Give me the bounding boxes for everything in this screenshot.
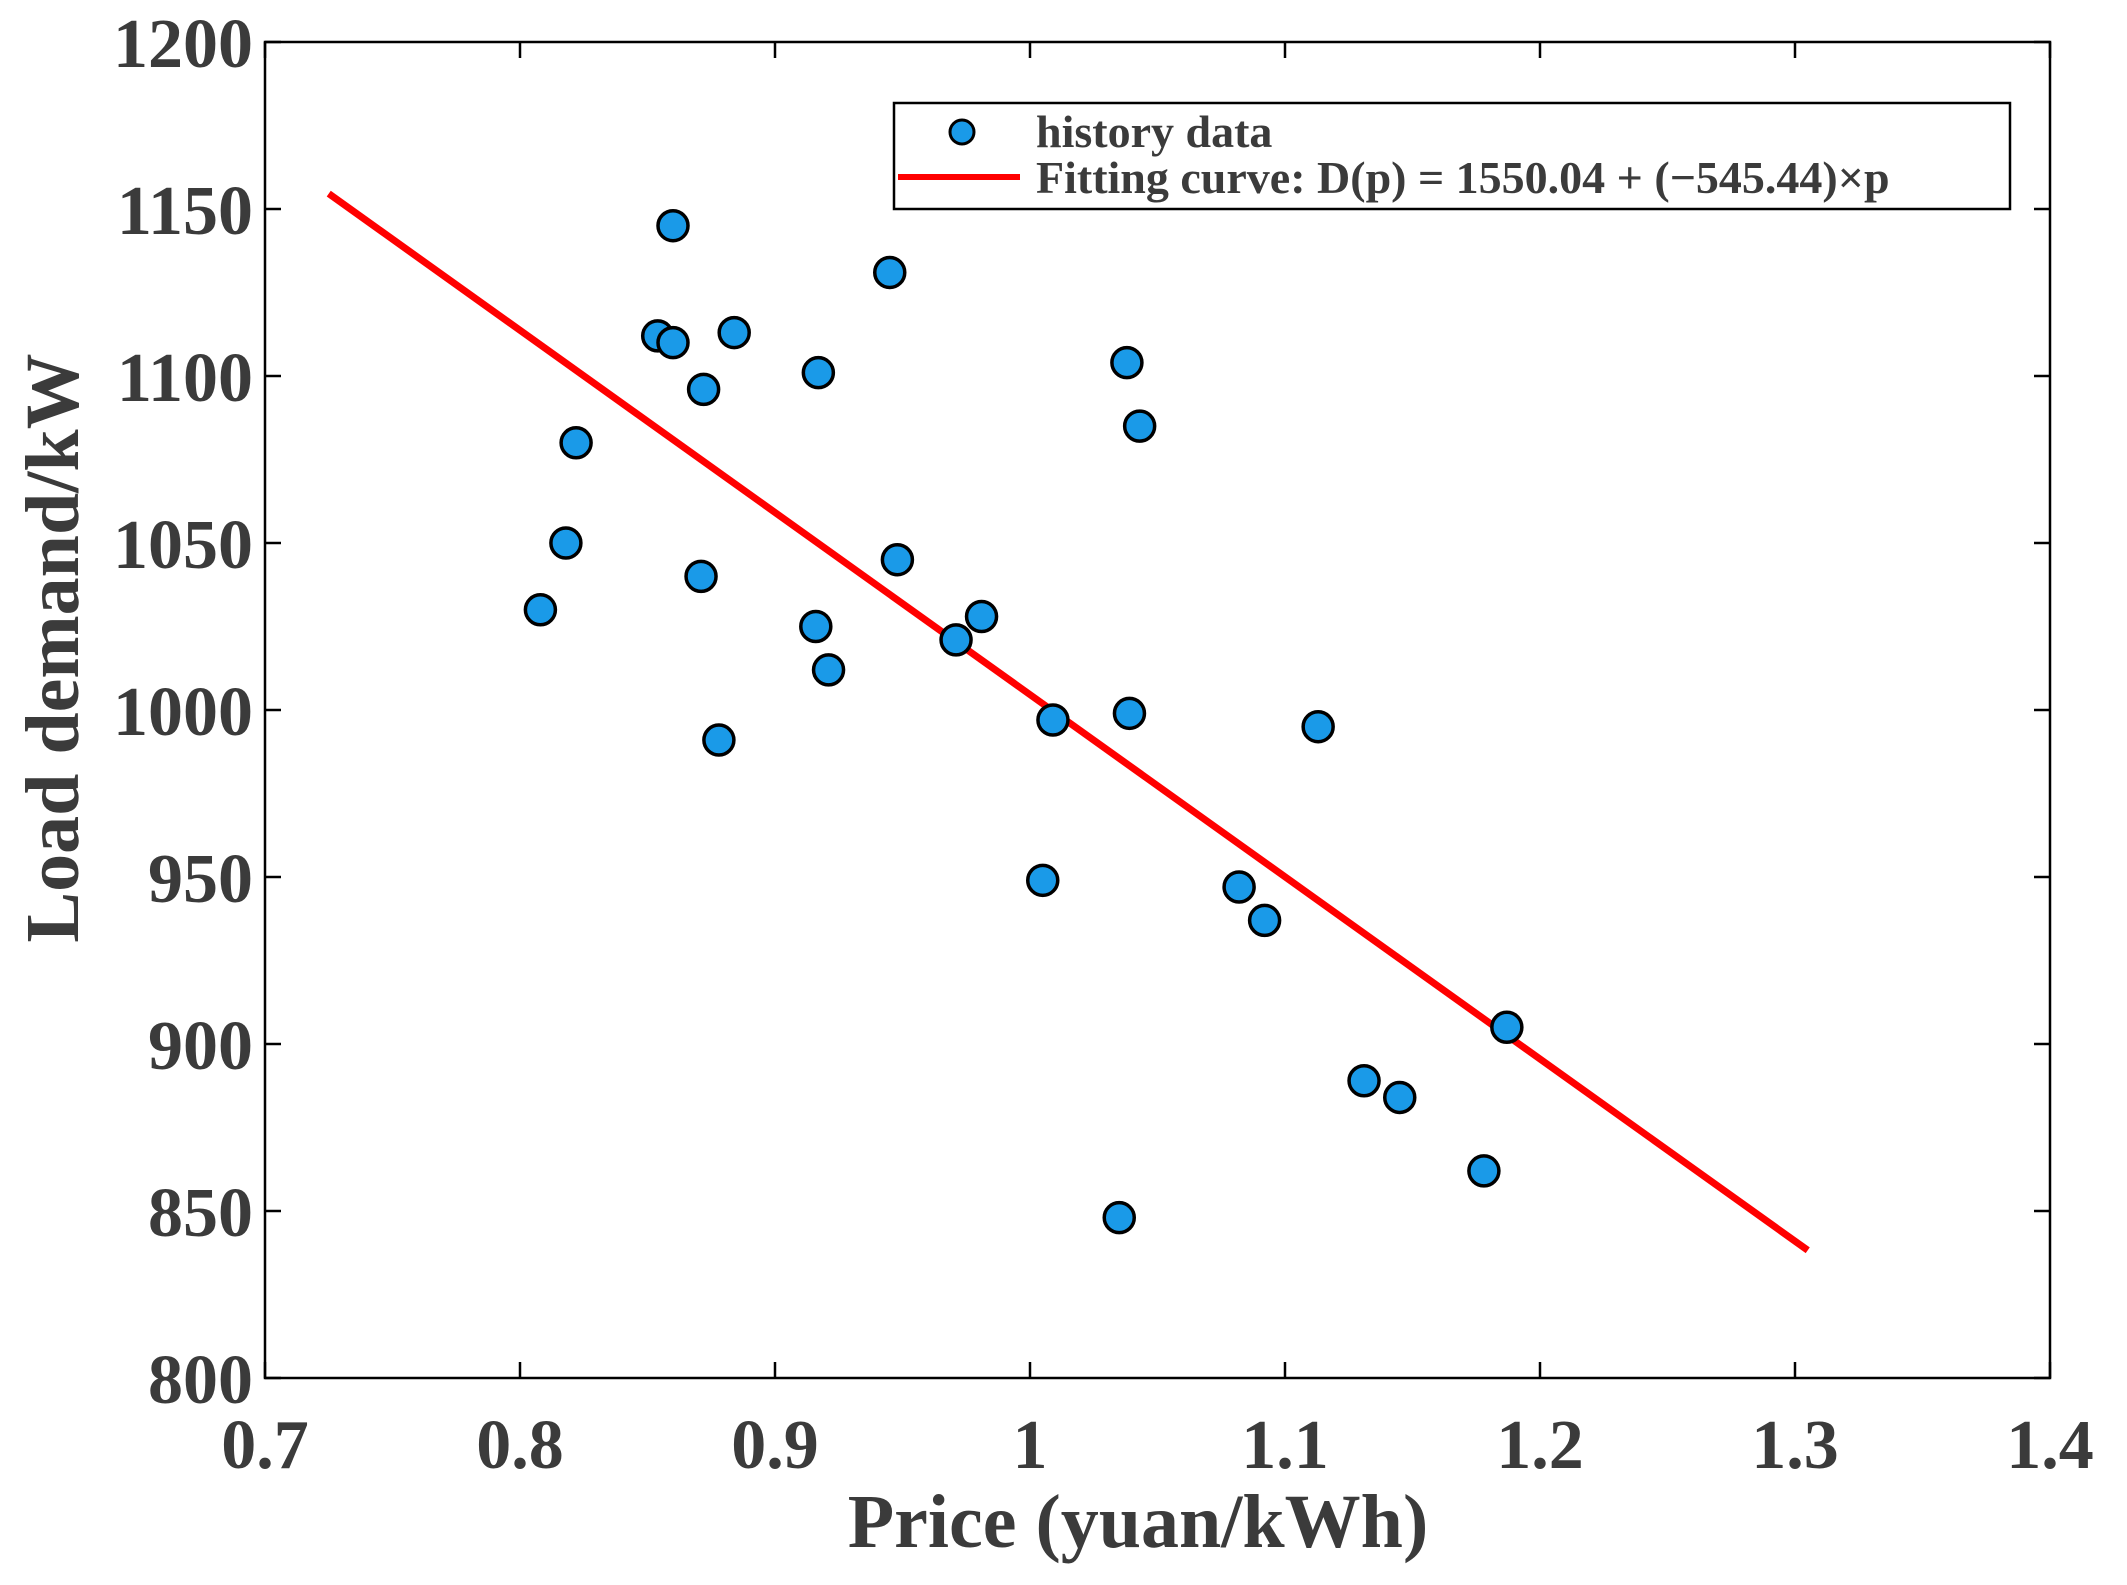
history-data-point: [801, 355, 836, 390]
x-tick-label: 1.4: [2006, 1407, 2094, 1484]
y-tick-label: 1200: [113, 6, 253, 83]
y-tick-label: 950: [148, 841, 253, 918]
y-tick-label: 1050: [113, 507, 253, 584]
history-data-point: [1301, 709, 1335, 744]
history-data-point: [964, 599, 999, 634]
legend-label-fitting-curve: Fitting curve: D(p) = 1550.04 + (−545.44…: [1036, 152, 1890, 203]
y-tick-label: 800: [148, 1342, 253, 1419]
history-data-point: [1467, 1154, 1501, 1188]
x-tick-label: 0.9: [731, 1407, 819, 1484]
history-data-point: [684, 559, 718, 594]
history-data-point: [686, 372, 721, 407]
history-data-point: [1383, 1080, 1417, 1115]
x-axis-title: Price (yuan/kWh): [848, 1480, 1429, 1564]
legend-label-history-data: history data: [1036, 106, 1272, 157]
x-tick-label: 1.3: [1751, 1407, 1839, 1484]
history-data-point: [656, 208, 690, 243]
history-data-point: [559, 426, 593, 460]
history-data-series: [523, 208, 1524, 1235]
history-data-point: [873, 255, 907, 290]
history-data-point: [939, 623, 973, 657]
plot-area-frame: [263, 40, 2052, 1380]
history-data-point: [549, 526, 583, 560]
history-data-point: [880, 542, 915, 577]
history-data-point: [1110, 345, 1144, 380]
history-data-point: [1347, 1063, 1381, 1098]
history-data-point: [1490, 1010, 1524, 1045]
history-data-point: [1102, 1200, 1136, 1235]
axis-ticks: [263, 40, 2052, 1380]
x-tick-label: 1.1: [1241, 1407, 1329, 1484]
history-data-point: [1036, 703, 1070, 737]
x-tick-label: 1: [1013, 1407, 1048, 1484]
x-tick-label: 1.2: [1496, 1407, 1584, 1484]
x-tick-labels: 0.7 0.8 0.9 1 1.1 1.2 1.3 1.4: [221, 1407, 2094, 1484]
history-data-point: [702, 723, 736, 757]
history-data-point: [717, 315, 751, 350]
legend-marker-history-data: [948, 118, 976, 146]
y-tick-label: 850: [148, 1175, 253, 1252]
history-data-point: [1122, 409, 1157, 443]
history-data-point: [1112, 696, 1147, 731]
history-data-point: [811, 653, 846, 687]
x-tick-label: 0.8: [476, 1407, 564, 1484]
history-data-point: [656, 325, 690, 360]
y-axis-title: Load demand/kW: [11, 353, 95, 942]
y-tick-label: 1000: [113, 674, 253, 751]
history-data-point: [1247, 903, 1282, 938]
y-tick-label: 1100: [117, 340, 253, 417]
y-tick-label: 1150: [117, 173, 253, 250]
x-tick-label: 0.7: [221, 1407, 309, 1484]
history-data-point: [1026, 863, 1060, 898]
legend: history data Fitting curve: D(p) = 1550.…: [892, 101, 2012, 211]
y-tick-label: 900: [148, 1008, 253, 1085]
legend-box: [892, 101, 2012, 211]
history-data-point: [1222, 870, 1256, 904]
y-tick-labels: 800 850 900 950 1000 1050 1100 1150 1200: [113, 6, 253, 1419]
history-data-point: [799, 609, 833, 644]
history-data-point: [523, 593, 558, 627]
